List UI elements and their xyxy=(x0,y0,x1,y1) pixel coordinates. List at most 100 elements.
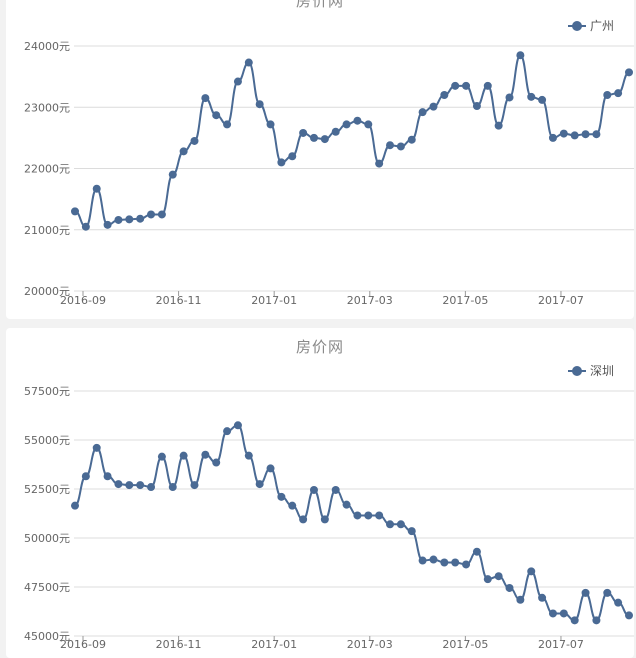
data-point xyxy=(483,575,492,584)
x-tick-label: 2017-01 xyxy=(251,638,297,651)
y-tick-label: 22000元 xyxy=(24,163,70,176)
data-point xyxy=(190,481,199,490)
x-tick-label: 2016-11 xyxy=(156,294,202,307)
data-point xyxy=(505,93,514,102)
data-point xyxy=(147,210,156,219)
x-tick-label: 2016-09 xyxy=(60,294,106,307)
data-point xyxy=(320,515,329,524)
data-point xyxy=(288,501,297,510)
data-point xyxy=(223,427,232,436)
data-point xyxy=(462,560,471,569)
data-point xyxy=(559,129,568,138)
x-tick-label: 2016-11 xyxy=(156,638,202,651)
data-point xyxy=(114,215,123,224)
data-point xyxy=(581,588,590,597)
data-point xyxy=(136,214,145,223)
data-point xyxy=(299,515,308,524)
data-point xyxy=(364,511,373,520)
data-point xyxy=(309,133,318,142)
x-tick-label: 2017-03 xyxy=(347,638,393,651)
data-point xyxy=(559,609,568,618)
data-point xyxy=(71,501,79,510)
data-point xyxy=(527,567,536,576)
data-point xyxy=(396,142,405,151)
data-point xyxy=(136,481,145,490)
chart-panel-shenzhen: 房价网 深圳 57500元 55000元 52500元 50000元 47500元 450… xyxy=(6,328,634,658)
legend-label: 广州 xyxy=(589,19,614,33)
data-point xyxy=(212,111,221,120)
data-point xyxy=(320,135,329,144)
data-point xyxy=(375,511,384,520)
data-point xyxy=(548,133,557,142)
y-tick-label: 23000元 xyxy=(24,101,70,114)
data-point xyxy=(179,147,188,156)
data-point xyxy=(548,609,557,618)
y-tick-label: 45000元 xyxy=(24,630,70,643)
data-point xyxy=(603,588,612,597)
data-point xyxy=(168,483,177,492)
data-point xyxy=(266,464,275,473)
data-point xyxy=(277,158,286,167)
data-point xyxy=(157,452,166,461)
data-point xyxy=(570,616,579,625)
data-point xyxy=(581,130,590,139)
line-chart-shenzhen: 57500元55000元52500元50000元47500元45000元2016… xyxy=(24,385,634,651)
y-tick-label: 52500元 xyxy=(24,483,70,496)
data-point xyxy=(614,598,623,607)
data-point xyxy=(494,121,503,130)
y-tick-label: 21000元 xyxy=(24,224,70,237)
data-point xyxy=(386,141,395,150)
data-point xyxy=(386,520,395,529)
data-point xyxy=(614,89,623,98)
data-point xyxy=(288,152,297,161)
data-point xyxy=(201,450,210,459)
data-point xyxy=(157,210,166,219)
y-tick-label: 20000元 xyxy=(24,285,70,298)
data-point xyxy=(538,593,547,602)
data-point xyxy=(472,102,481,111)
data-point xyxy=(505,583,514,592)
data-point xyxy=(277,492,286,501)
x-tick-label: 2017-05 xyxy=(442,294,488,307)
chart-title: 房价网 xyxy=(295,338,344,356)
data-point xyxy=(309,485,318,494)
x-tick-label: 2017-05 xyxy=(442,638,488,651)
x-tick-label: 2017-01 xyxy=(251,294,297,307)
data-point xyxy=(244,58,253,67)
data-point xyxy=(168,170,177,179)
legend[interactable]: 广州 xyxy=(567,17,614,34)
data-point xyxy=(233,77,242,86)
data-point xyxy=(429,102,438,111)
y-tick-label: 55000元 xyxy=(24,434,70,447)
legend[interactable]: 深圳 xyxy=(567,362,614,379)
x-tick-label: 2016-09 xyxy=(60,638,106,651)
series-line xyxy=(74,424,630,622)
data-point xyxy=(353,116,362,125)
data-point xyxy=(483,81,492,90)
data-point xyxy=(407,135,416,144)
data-point xyxy=(342,500,351,509)
y-tick-label: 24000元 xyxy=(24,40,70,53)
data-point xyxy=(244,451,253,460)
data-point xyxy=(527,92,536,101)
data-point xyxy=(331,485,340,494)
data-point xyxy=(331,127,340,136)
data-point xyxy=(592,616,601,625)
legend-marker-icon xyxy=(567,20,586,31)
data-point xyxy=(472,547,481,556)
data-point xyxy=(451,558,460,567)
data-point xyxy=(353,511,362,520)
legend-label: 深圳 xyxy=(589,364,614,378)
data-point xyxy=(223,120,232,129)
data-point xyxy=(266,120,275,129)
data-point xyxy=(625,611,633,620)
data-point xyxy=(201,94,210,103)
data-point xyxy=(418,108,427,117)
data-point xyxy=(396,520,405,529)
data-point xyxy=(103,220,112,229)
data-point xyxy=(71,207,79,216)
data-point xyxy=(451,81,460,90)
data-point xyxy=(440,558,449,567)
data-point xyxy=(299,128,308,137)
